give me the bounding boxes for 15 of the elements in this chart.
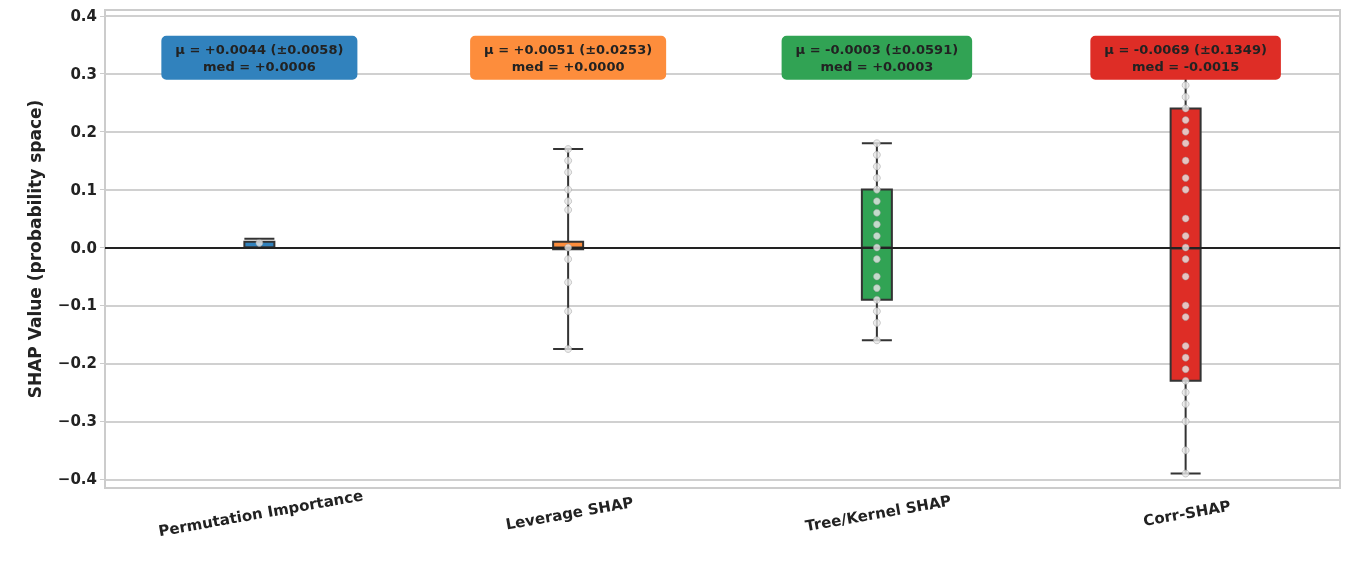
x-tick-label: Leverage SHAP	[504, 493, 635, 534]
y-tick-label: 0.4	[70, 6, 97, 25]
y-axis-title: SHAP Value (probability space)	[24, 99, 45, 399]
y-tick-label: −0.1	[57, 296, 97, 315]
y-tick-label: 0.2	[70, 122, 97, 141]
y-tick-label: −0.4	[57, 470, 97, 489]
annotation: μ = -0.0003 (±0.0591) med = +0.0003	[795, 41, 959, 74]
y-tick-label: −0.3	[57, 412, 97, 431]
y-tick-label: −0.2	[57, 354, 97, 373]
annotation: μ = +0.0051 (±0.0253) med = +0.0000	[484, 41, 653, 74]
y-tick-label: 0.0	[70, 238, 97, 257]
y-tick-label: 0.3	[70, 64, 97, 83]
annotation: μ = +0.0044 (±0.0058) med = +0.0006	[175, 41, 344, 74]
annotation: μ = -0.0069 (±0.1349) med = -0.0015	[1104, 41, 1267, 74]
y-tick-label: 0.1	[70, 180, 97, 199]
